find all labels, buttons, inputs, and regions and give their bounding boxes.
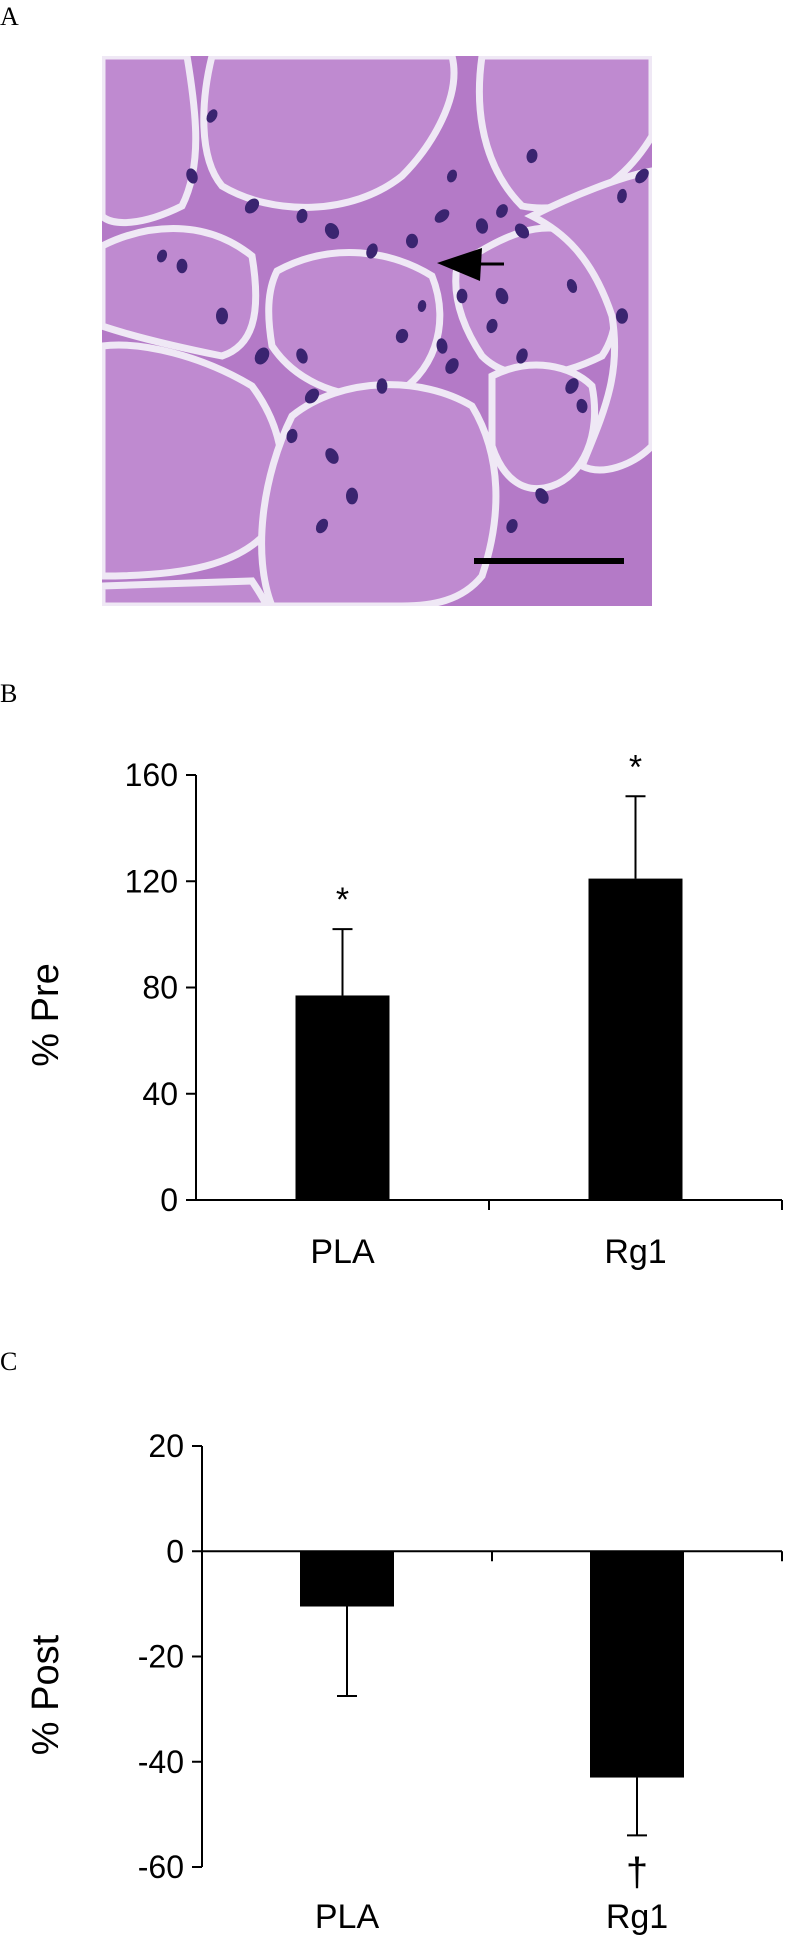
y-tick-label: 160: [125, 757, 178, 793]
nucleus: [286, 428, 298, 444]
nucleus: [445, 358, 459, 374]
muscle-fiber: [475, 56, 652, 212]
muscle-fibers: [102, 56, 652, 606]
nucleus: [406, 233, 418, 249]
nucleus: [576, 398, 588, 414]
nucleus: [176, 258, 188, 274]
nucleus: [244, 198, 260, 214]
muscle-fiber: [102, 225, 260, 360]
panel-label-b: B: [0, 679, 18, 708]
x-category-label: Rg1: [604, 1233, 666, 1271]
nucleus: [475, 218, 489, 234]
nucleus: [514, 223, 530, 239]
muscle-fiber: [258, 381, 500, 606]
nucleus: [456, 288, 468, 304]
nucleus: [526, 148, 538, 164]
nucleus: [486, 318, 498, 334]
y-tick-label: 40: [142, 1076, 178, 1112]
y-tick-label: 0: [160, 1182, 178, 1218]
nucleus: [186, 168, 198, 184]
nucleus: [395, 328, 409, 344]
nucleus: [324, 223, 340, 239]
y-tick-label: 80: [142, 970, 178, 1006]
nucleus: [446, 169, 458, 183]
nucleus: [496, 204, 508, 218]
bar-chart-pre: % Pre 0 40 80 120 160 * PLA * Rg1: [25, 748, 783, 1271]
nucleus: [216, 307, 228, 325]
nucleus: [495, 287, 509, 305]
bar-chart-post: % Post -60 -40 -20 0 20 PLA † Rg1: [25, 1428, 783, 1936]
muscle-fiber: [102, 56, 200, 227]
nucleus: [366, 243, 378, 259]
panel-label-c: C: [0, 1347, 18, 1376]
bar: [295, 995, 390, 1200]
muscle-fiber: [102, 577, 271, 606]
nucleus: [617, 188, 627, 204]
nucleus: [304, 388, 320, 404]
histology-micrograph: [102, 56, 652, 606]
muscle-fiber: [200, 56, 458, 211]
nucleus: [566, 279, 578, 293]
nucleus: [325, 448, 339, 464]
nucleus: [315, 518, 329, 534]
x-category-label: Rg1: [606, 1898, 668, 1936]
bar: [590, 1551, 684, 1778]
nucleus: [346, 487, 358, 505]
nucleus: [635, 168, 649, 184]
arrowhead-left-icon: [437, 248, 482, 281]
significance-marker: *: [336, 881, 349, 919]
y-tick-label: 20: [148, 1428, 184, 1464]
nucleus: [535, 488, 549, 504]
nucleus: [516, 348, 528, 364]
x-category-label: PLA: [310, 1233, 375, 1271]
y-tick-label: -20: [138, 1639, 184, 1675]
nucleus: [506, 518, 518, 534]
y-tick-label: 120: [125, 863, 178, 899]
panel-label-a: A: [0, 2, 19, 31]
significance-marker: †: [626, 1850, 648, 1894]
nucleus: [436, 338, 448, 354]
nucleus: [616, 308, 628, 324]
nucleus: [296, 348, 308, 364]
muscle-fiber: [488, 361, 599, 493]
bar: [300, 1551, 394, 1607]
nucleus: [565, 378, 579, 394]
nucleus: [206, 109, 218, 123]
significance-marker: *: [629, 748, 642, 786]
nucleus: [376, 378, 388, 394]
nucleus: [296, 208, 308, 224]
bar: [588, 878, 683, 1200]
y-axis-label: % Pre: [25, 963, 67, 1066]
y-tick-label: -40: [138, 1744, 184, 1780]
y-tick-label: -60: [138, 1849, 184, 1885]
nuclei: [156, 109, 649, 534]
y-axis-label: % Post: [25, 1634, 67, 1755]
x-category-label: PLA: [315, 1898, 380, 1936]
nucleus: [254, 347, 270, 365]
nucleus: [156, 249, 168, 263]
y-tick-label: 0: [166, 1533, 184, 1569]
nucleus: [434, 209, 450, 223]
nucleus: [417, 300, 427, 312]
